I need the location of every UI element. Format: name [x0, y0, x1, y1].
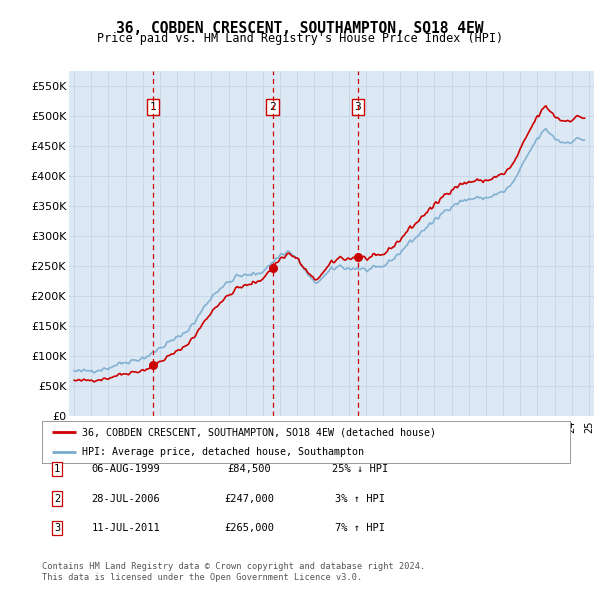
Text: 3: 3 — [54, 523, 60, 533]
Text: 11-JUL-2011: 11-JUL-2011 — [92, 523, 160, 533]
Text: £84,500: £84,500 — [227, 464, 271, 474]
Text: 36, COBDEN CRESCENT, SOUTHAMPTON, SO18 4EW: 36, COBDEN CRESCENT, SOUTHAMPTON, SO18 4… — [116, 21, 484, 35]
Text: 3: 3 — [355, 102, 361, 112]
Text: 7% ↑ HPI: 7% ↑ HPI — [335, 523, 385, 533]
Text: £247,000: £247,000 — [224, 494, 274, 503]
Text: £265,000: £265,000 — [224, 523, 274, 533]
Text: 3% ↑ HPI: 3% ↑ HPI — [335, 494, 385, 503]
Text: HPI: Average price, detached house, Southampton: HPI: Average price, detached house, Sout… — [82, 447, 364, 457]
Text: 25% ↓ HPI: 25% ↓ HPI — [332, 464, 388, 474]
Text: 1: 1 — [54, 464, 60, 474]
Text: 36, COBDEN CRESCENT, SOUTHAMPTON, SO18 4EW (detached house): 36, COBDEN CRESCENT, SOUTHAMPTON, SO18 4… — [82, 427, 436, 437]
Text: 2: 2 — [269, 102, 276, 112]
Text: Contains HM Land Registry data © Crown copyright and database right 2024.: Contains HM Land Registry data © Crown c… — [42, 562, 425, 571]
Text: Price paid vs. HM Land Registry's House Price Index (HPI): Price paid vs. HM Land Registry's House … — [97, 32, 503, 45]
Text: 2: 2 — [54, 494, 60, 503]
Text: This data is licensed under the Open Government Licence v3.0.: This data is licensed under the Open Gov… — [42, 572, 362, 582]
Text: 06-AUG-1999: 06-AUG-1999 — [92, 464, 160, 474]
Text: 1: 1 — [149, 102, 156, 112]
Text: 28-JUL-2006: 28-JUL-2006 — [92, 494, 160, 503]
